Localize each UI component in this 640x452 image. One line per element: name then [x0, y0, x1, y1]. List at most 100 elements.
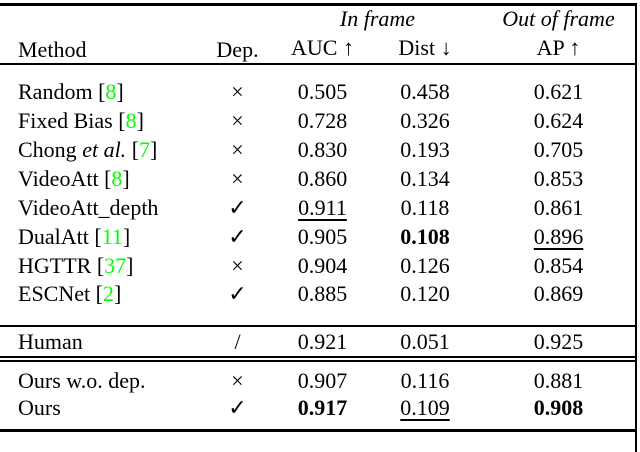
metric-value: 0.881 [533, 368, 584, 393]
dist-cell: 0.458 [370, 64, 480, 106]
col-header-method: Method [18, 37, 87, 62]
dep-symbol: × [231, 79, 244, 104]
metric-value: 0.624 [533, 107, 584, 133]
metric-value: 0.861 [533, 194, 584, 220]
auc-cell: 0.505 [275, 64, 370, 106]
metric-value: 0.051 [400, 328, 450, 354]
group-header-in-frame: In frame [339, 6, 416, 31]
metric-value: 0.728 [297, 107, 348, 133]
citation-bracket: ] [122, 223, 131, 249]
dist-cell: 0.326 [370, 106, 480, 135]
citation-bracket: ] [126, 252, 134, 278]
header-sub-row: AUC ↑ Dist ↓ AP ↑ [0, 32, 637, 64]
method-cell: VideoAtt_depth [0, 193, 200, 222]
dep-symbol: ✓ [228, 194, 247, 220]
metric-value: 0.126 [400, 252, 450, 278]
method-name: Ours [18, 394, 61, 420]
metric-value: 0.326 [400, 107, 450, 133]
auc-cell: 0.905 [275, 222, 370, 251]
table-row: Human / 0.921 0.051 0.925 [0, 326, 637, 359]
dist-cell: 0.108 [370, 222, 480, 251]
dist-cell: 0.120 [370, 280, 480, 326]
metric-value: 0.905 [297, 223, 348, 249]
metric-value: 0.118 [400, 194, 450, 220]
method-cell: Ours [0, 394, 200, 430]
dist-cell: 0.109 [370, 394, 480, 430]
page-edge-rule [635, 3, 637, 452]
ap-cell: 0.908 [480, 394, 637, 430]
metric-value: 0.853 [533, 165, 584, 191]
metric-value: 0.854 [533, 252, 584, 278]
method-cell: Human [0, 326, 200, 359]
auc-cell: 0.911 [275, 193, 370, 222]
dep-symbol: × [231, 107, 244, 133]
metric-value: 0.109 [400, 394, 450, 420]
dep-cell: × [200, 359, 275, 394]
citation-number[interactable]: 37 [104, 252, 127, 278]
ap-cell: 0.925 [480, 326, 637, 359]
auc-cell: 0.907 [275, 359, 370, 394]
citation-bracket: ] [122, 165, 130, 191]
dep-symbol: / [234, 328, 241, 354]
table-row: Ours ✓ 0.917 0.109 0.908 [0, 394, 637, 430]
col-header-dep: Dep. [216, 37, 259, 62]
metric-value: 0.885 [297, 281, 348, 306]
dep-symbol: ✓ [228, 394, 247, 420]
citation-bracket: [ [91, 252, 105, 278]
dep-symbol: × [231, 165, 244, 191]
dist-cell: 0.118 [370, 193, 480, 222]
metric-value: 0.108 [400, 223, 450, 249]
dist-cell: 0.126 [370, 251, 480, 280]
dep-cell: ✓ [200, 280, 275, 326]
dep-cell: ✓ [200, 193, 275, 222]
method-name: DualAtt [18, 223, 89, 249]
method-name: Chong [18, 136, 83, 162]
metric-value: 0.705 [533, 136, 584, 162]
dep-cell: × [200, 251, 275, 280]
metric-value: 0.917 [297, 394, 348, 420]
results-table: Method Dep. In frame Out of frame AUC ↑ … [0, 3, 637, 432]
method-name: ESCNet [18, 281, 91, 306]
ap-cell: 0.861 [480, 193, 637, 222]
metric-value: 0.869 [533, 281, 584, 306]
method-name: VideoAtt [18, 165, 99, 191]
col-header-ap: AP ↑ [536, 34, 581, 60]
auc-cell: 0.917 [275, 394, 370, 430]
table-row: VideoAtt [8] × 0.860 0.134 0.853 [0, 164, 637, 193]
ap-cell: 0.853 [480, 164, 637, 193]
citation-bracket: ] [150, 136, 158, 162]
table-row: HGTTR [37] × 0.904 0.126 0.854 [0, 251, 637, 280]
dep-symbol: × [231, 368, 244, 393]
metric-value: 0.925 [533, 328, 584, 354]
dep-cell: × [200, 64, 275, 106]
metric-value: 0.621 [533, 79, 584, 104]
dep-cell: × [200, 135, 275, 164]
citation-number[interactable]: 7 [139, 136, 151, 162]
metric-value: 0.134 [400, 165, 450, 191]
method-cell: Ours w.o. dep. [0, 359, 200, 394]
table-row: Random [8] × 0.505 0.458 0.621 [0, 64, 637, 106]
method-cell: Fixed Bias [8] [0, 106, 200, 135]
table-row: Chong et al. [7] × 0.830 0.193 0.705 [0, 135, 637, 164]
citation-number[interactable]: 11 [101, 223, 123, 249]
dep-cell: ✓ [200, 394, 275, 430]
citation-bracket: ] [116, 79, 124, 104]
metric-value: 0.458 [400, 79, 450, 104]
ap-cell: 0.705 [480, 135, 637, 164]
metric-value: 0.908 [533, 394, 584, 420]
citation-number[interactable]: 2 [102, 281, 114, 306]
citation-number[interactable]: 8 [125, 107, 137, 133]
method-cell: Chong et al. [7] [0, 135, 200, 164]
dep-cell: / [200, 326, 275, 359]
metric-value: 0.116 [400, 368, 450, 393]
method-cell: Random [8] [0, 64, 200, 106]
header-group-row: Method Dep. In frame Out of frame [0, 5, 637, 62]
table-body-ours: Ours w.o. dep. × 0.907 0.116 0.881 Ours … [0, 359, 637, 430]
citation-number[interactable]: 8 [111, 165, 123, 191]
citation-number[interactable]: 8 [105, 79, 117, 104]
metric-value: 0.193 [400, 136, 450, 162]
table-body-methods: Random [8] × 0.505 0.458 0.621 Fixed Bia… [0, 64, 637, 326]
paper-table-figure: Method Dep. In frame Out of frame AUC ↑ … [0, 3, 640, 452]
method-name: HGTTR [18, 252, 92, 278]
dist-cell: 0.116 [370, 359, 480, 394]
